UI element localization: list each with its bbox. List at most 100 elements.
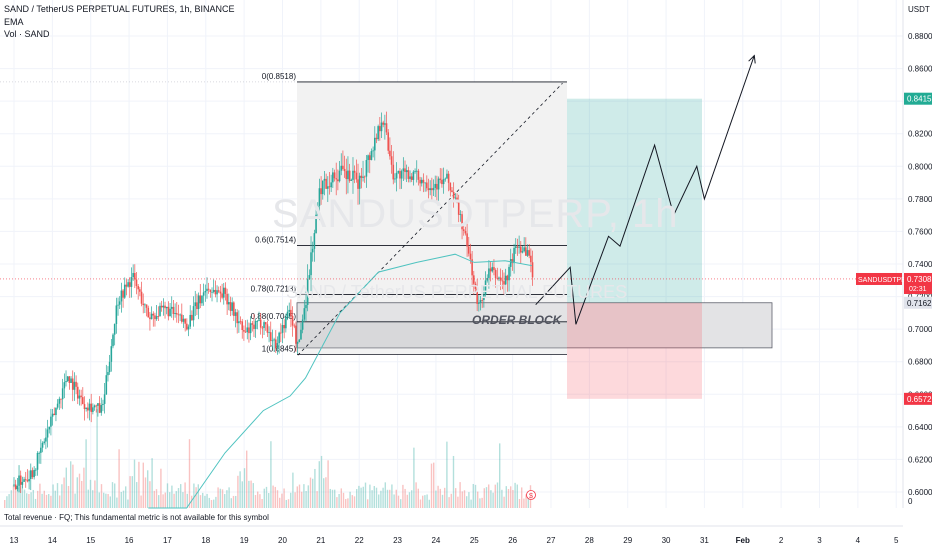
volume-bar — [131, 476, 133, 508]
time-tick-label: 26 — [508, 536, 517, 545]
candle-body — [117, 304, 119, 306]
volume-bar — [107, 493, 109, 508]
volume-bar — [243, 468, 246, 508]
candle-body — [184, 318, 186, 324]
candle-body — [385, 123, 388, 133]
candle-body — [417, 170, 420, 180]
candle-body — [55, 407, 57, 416]
ema-indicator-label[interactable]: EMA — [4, 17, 24, 27]
candle-body — [147, 307, 150, 318]
candle-body — [338, 170, 341, 182]
candle-body — [155, 316, 158, 320]
volume-bar — [345, 499, 347, 508]
candle-body — [243, 330, 245, 332]
candle-body — [370, 151, 373, 160]
candle-body — [513, 247, 515, 264]
time-tick-label: 16 — [125, 536, 134, 545]
volume-bar — [323, 478, 325, 508]
position-stop-zone[interactable] — [567, 302, 702, 399]
volume-bar — [83, 467, 85, 508]
candle-body — [229, 302, 232, 311]
fib-level-label: 0(0.8518) — [262, 72, 297, 81]
candle-body — [461, 214, 463, 230]
volume-indicator-label[interactable]: Vol · SAND — [4, 29, 50, 39]
candle-body — [70, 378, 72, 383]
order-block-zone[interactable] — [296, 302, 773, 349]
candle-body — [268, 332, 270, 334]
candle-body — [491, 267, 494, 272]
volume-bar — [499, 443, 501, 508]
candle-body — [380, 122, 383, 132]
candle-body — [436, 183, 438, 190]
volume-bar — [195, 487, 197, 508]
candle-body — [201, 295, 203, 304]
volume-bar — [400, 499, 402, 508]
candle-body — [523, 247, 525, 252]
volume-bar — [162, 494, 164, 508]
candle-body — [451, 190, 453, 192]
volume-bar — [41, 493, 43, 508]
volume-bar — [96, 409, 98, 508]
candle-body — [489, 268, 492, 272]
volume-bar — [37, 490, 39, 508]
candle-body — [530, 255, 532, 263]
volume-bar — [246, 450, 248, 508]
candle-body — [108, 361, 111, 373]
candle-body — [437, 178, 440, 190]
volume-bar — [144, 477, 147, 508]
candle-body — [207, 288, 210, 290]
candle-body — [511, 259, 514, 264]
candle-body — [285, 316, 287, 329]
candle-body — [414, 170, 416, 172]
candle-body — [426, 182, 428, 189]
price-tick-label: 0.6800 — [908, 358, 932, 367]
candle-body — [135, 279, 138, 287]
candle-body — [315, 214, 317, 234]
candle-body — [478, 302, 480, 304]
volume-bar — [459, 482, 461, 508]
price-tick-label: 0.8800 — [908, 32, 932, 41]
volume-bar — [364, 482, 367, 508]
candle-body — [375, 137, 378, 140]
volume-bar — [206, 493, 208, 508]
ema-line[interactable] — [148, 253, 532, 509]
volume-bar — [136, 482, 138, 508]
volume-bar — [466, 496, 468, 508]
volume-bar — [468, 492, 470, 508]
volume-bar — [175, 491, 177, 508]
volume-bar — [481, 497, 483, 508]
time-axis[interactable]: 13 14 15 16 17 18 19 20 21 22 23 24 25 26 27 28 29 30 31 Fe… — [0, 510, 903, 550]
volume-bar — [369, 484, 371, 508]
candle-body — [519, 246, 522, 253]
time-tick-label: 30 — [662, 536, 671, 545]
projection-path[interactable] — [535, 55, 755, 325]
volume-bar — [74, 493, 76, 508]
volume-bar — [89, 479, 92, 508]
candle-body — [345, 171, 348, 180]
fib-level-label: 0.6(0.7514) — [255, 235, 296, 244]
volume-bar — [232, 495, 235, 508]
candle-body — [419, 179, 421, 184]
candle-body — [165, 306, 168, 309]
volume-bar — [248, 480, 250, 508]
volume-bar — [353, 496, 356, 508]
time-tick-label: 13 — [10, 536, 19, 545]
candle-body — [360, 175, 363, 178]
volume-bar — [521, 487, 523, 508]
candle-body — [179, 314, 181, 316]
volume-bar — [518, 499, 521, 508]
price-tick-label: 0.6400 — [908, 423, 932, 432]
volume-bar — [461, 491, 463, 508]
volume-bar — [169, 492, 171, 508]
volume-bar — [505, 486, 507, 508]
candle-body — [484, 280, 487, 295]
candle-body — [149, 317, 151, 320]
position-target-zone[interactable] — [567, 98, 702, 303]
volume-bar — [349, 491, 351, 508]
candle-body — [327, 186, 329, 189]
candle-body — [216, 290, 218, 295]
order-block-label: ORDER BLOCK — [472, 313, 563, 327]
earnings-event-icon[interactable] — [526, 490, 536, 500]
volume-bar — [52, 484, 54, 508]
